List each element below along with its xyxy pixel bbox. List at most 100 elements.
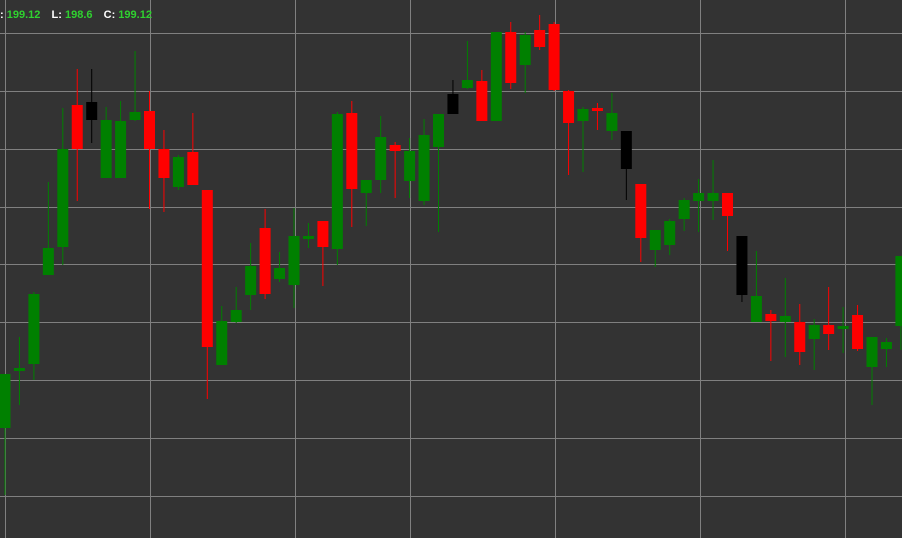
candle-50	[722, 193, 733, 251]
candle-body-5	[71, 105, 83, 149]
candle-body-20	[288, 236, 300, 285]
candle-13	[187, 113, 199, 185]
candle-body-31	[447, 94, 459, 114]
candle-body-16	[230, 310, 242, 322]
candle-31	[447, 80, 459, 114]
candle-body-1	[13, 368, 25, 371]
candle-body-6	[86, 102, 98, 120]
candle-body-49	[707, 193, 719, 201]
candle-body-26	[375, 137, 387, 180]
candle-body-54	[779, 316, 791, 322]
candle-body-29	[418, 135, 430, 201]
candle-18	[259, 209, 271, 299]
candle-54	[779, 278, 791, 357]
candle-body-19	[274, 268, 286, 279]
high-value: 199.12	[6, 9, 41, 21]
candle-61	[880, 338, 892, 367]
candle-16	[230, 287, 242, 323]
candle-23	[331, 112, 343, 265]
candle-39	[563, 90, 575, 175]
candle-52	[750, 251, 762, 322]
candle-body-30	[433, 114, 444, 147]
candle-38	[548, 22, 560, 91]
candle-17	[245, 243, 257, 310]
close-label: C:	[103, 9, 116, 21]
candle-body-44	[635, 184, 647, 238]
candle-29	[418, 119, 430, 205]
candle-body-35	[505, 32, 517, 83]
candle-body-8	[115, 121, 127, 178]
candle-25	[360, 180, 372, 226]
candle-body-33	[476, 81, 488, 121]
candle-body-42	[606, 113, 618, 131]
candle-33	[476, 70, 488, 121]
candle-body-61	[880, 342, 892, 349]
candle-body-28	[404, 151, 416, 181]
candle-body-32	[461, 80, 473, 88]
candle-3	[42, 182, 54, 275]
candle-19	[274, 252, 286, 282]
candle-body-13	[187, 152, 199, 185]
candle-body-40	[577, 109, 589, 121]
candle-34	[490, 32, 502, 121]
candle-40	[577, 107, 589, 172]
candle-body-39	[563, 91, 575, 123]
candle-body-24	[346, 113, 358, 189]
candle-41	[591, 103, 603, 130]
close-value: 199.12	[118, 9, 152, 21]
candle-body-51	[736, 236, 748, 295]
candle-47	[678, 198, 690, 231]
candle-60	[866, 337, 878, 405]
candle-22	[317, 221, 329, 286]
candle-48	[693, 179, 705, 232]
candle-53	[765, 310, 777, 361]
candle-55	[794, 304, 806, 365]
candle-43	[620, 131, 632, 200]
candle-0	[0, 374, 11, 495]
candle-5	[71, 69, 83, 201]
candle-20	[288, 208, 300, 308]
candle-body-47	[678, 200, 690, 219]
candle-10	[144, 91, 155, 209]
candle-body-45	[649, 230, 661, 250]
candle-body-2	[28, 294, 40, 364]
candle-body-53	[765, 314, 777, 321]
candle-44	[635, 184, 647, 262]
candle-body-10	[144, 111, 155, 149]
candle-body-15	[216, 321, 228, 365]
candle-body-55	[794, 322, 806, 352]
candle-27	[389, 142, 401, 198]
candle-body-43	[620, 131, 632, 169]
candle-body-50	[722, 193, 733, 216]
candle-57	[823, 287, 835, 350]
candle-46	[664, 219, 676, 255]
candle-15	[216, 306, 228, 365]
candle-24	[346, 101, 358, 227]
candle-7	[100, 107, 112, 178]
candle-2	[28, 292, 40, 380]
candle-body-62	[895, 256, 902, 326]
candle-14	[201, 190, 213, 399]
candle-1	[13, 337, 25, 405]
candle-32	[461, 41, 473, 89]
candle-body-59	[852, 315, 864, 349]
candle-body-25	[360, 180, 372, 193]
candle-49	[707, 160, 719, 220]
candle-6	[86, 69, 98, 143]
candle-body-3	[42, 248, 54, 275]
candle-body-18	[259, 228, 271, 294]
candle-body-58	[837, 326, 849, 329]
candle-37	[534, 15, 546, 50]
candle-body-27	[389, 145, 401, 151]
candle-body-17	[245, 266, 257, 295]
candle-28	[404, 138, 416, 198]
candle-51	[736, 236, 748, 302]
candle-body-12	[172, 157, 184, 187]
candles	[0, 15, 902, 495]
candle-body-52	[750, 296, 762, 322]
candle-body-57	[823, 325, 835, 334]
candle-62	[895, 256, 902, 350]
candle-35	[505, 22, 517, 89]
low-label: L:	[51, 9, 62, 21]
